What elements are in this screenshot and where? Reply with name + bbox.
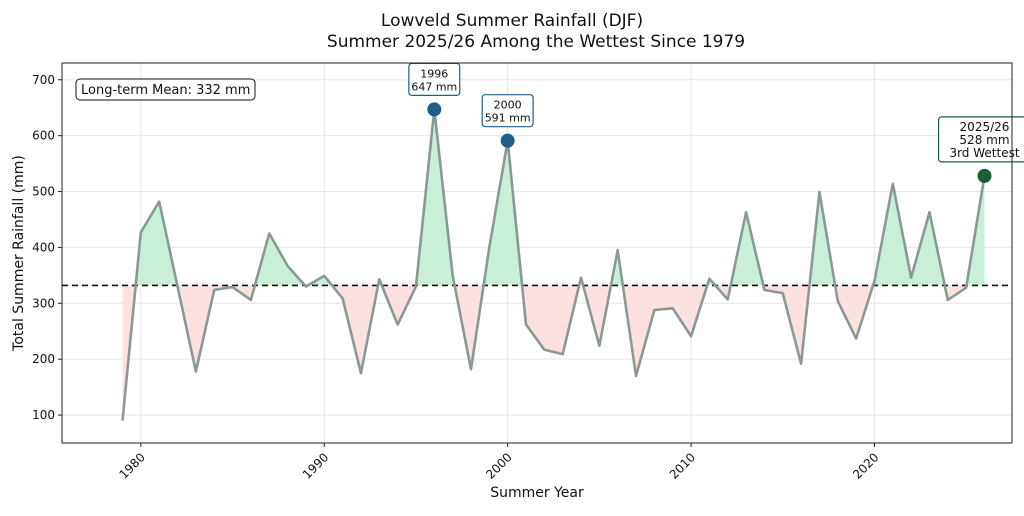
y-tick-label: 600: [32, 129, 55, 143]
y-tick-label: 300: [32, 296, 55, 310]
rainfall-line: [121, 108, 986, 421]
highlight-marker: [427, 102, 442, 117]
annotation-text: 591 mm: [485, 112, 531, 125]
y-tick-label: 200: [32, 352, 55, 366]
x-tick-label: 1980: [116, 450, 147, 481]
chart-title: Lowveld Summer Rainfall (DJF): [381, 11, 643, 31]
annotation-box: [937, 116, 1024, 163]
annotation-text: 647 mm: [411, 80, 457, 93]
x-tick-label: 1990: [300, 450, 331, 481]
annotation-text: 2025/26: [960, 120, 1010, 134]
annotation-box: [481, 94, 534, 128]
x-axis-label: Summer Year: [490, 485, 584, 501]
above-mean-fill: [135, 109, 985, 286]
highlight-marker: [500, 133, 515, 148]
x-tick-label: 2010: [667, 450, 698, 481]
x-tick-label: 2020: [850, 450, 881, 481]
highlight-marker: [977, 168, 992, 183]
below-mean-fill: [122, 285, 985, 421]
area-fills: [122, 109, 985, 421]
mean-label: Long-term Mean: 332 mm: [81, 83, 250, 98]
annotation-text: 528 mm: [959, 133, 1009, 147]
y-tick-label: 500: [32, 185, 55, 199]
annotation-text: 2000: [494, 99, 522, 112]
grid: [62, 63, 1012, 443]
y-tick-label: 400: [32, 240, 55, 254]
plot-frame: [61, 62, 1013, 444]
y-axis-label: Total Summer Rainfall (mm): [11, 155, 27, 352]
y-tick-label: 700: [32, 73, 55, 87]
annotation-text: 1996: [420, 67, 448, 80]
legend-box: Long-term Mean: 332 mm: [75, 78, 256, 101]
chart-subtitle: Summer 2025/26 Among the Wettest Since 1…: [327, 32, 745, 52]
annotation-text: 3rd Wettest: [949, 146, 1019, 160]
x-tick-label: 2000: [483, 450, 514, 481]
y-tick-label: 100: [32, 408, 55, 422]
